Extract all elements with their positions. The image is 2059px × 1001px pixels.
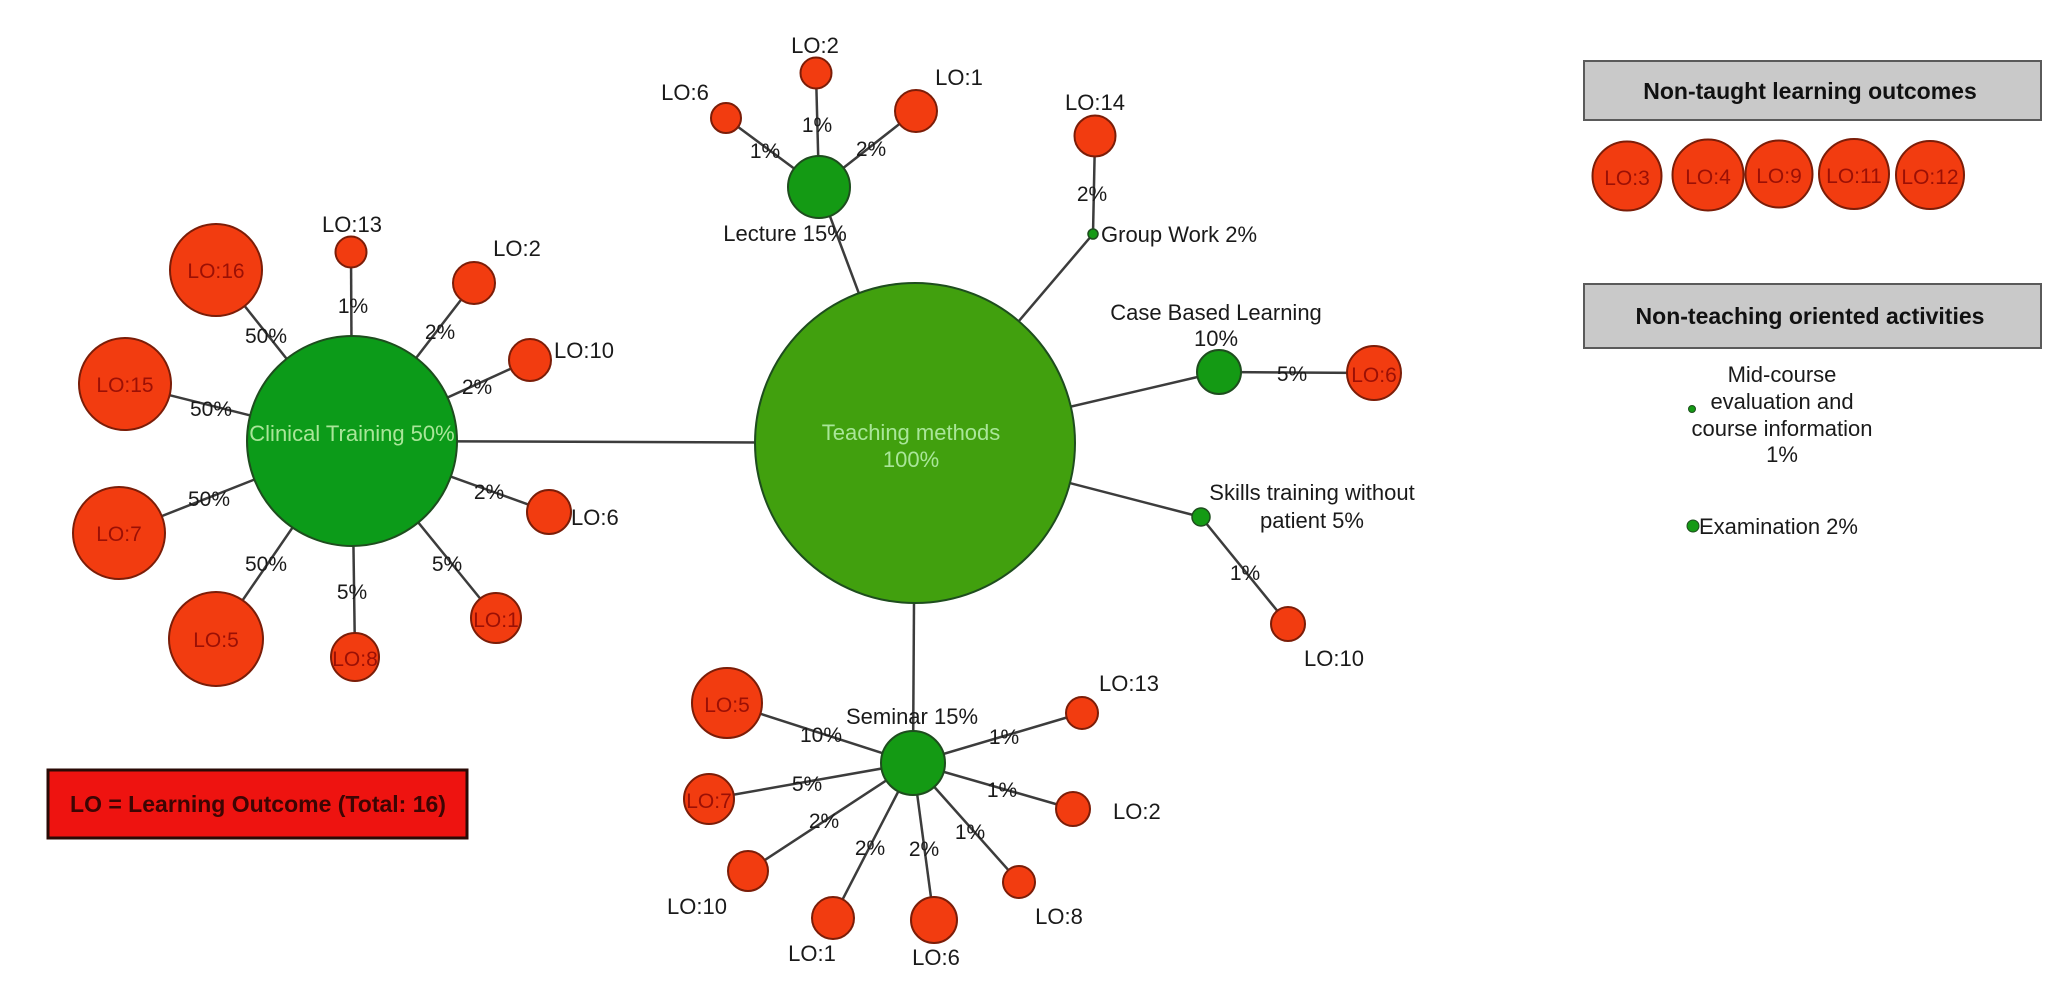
svg-text:50%: 50% [188, 488, 230, 511]
svg-text:1%: 1% [987, 779, 1017, 802]
svg-text:LO:2: LO:2 [1113, 799, 1161, 824]
svg-text:LO:10: LO:10 [554, 338, 614, 363]
svg-text:LO:4: LO:4 [1685, 166, 1731, 189]
svg-text:LO:5: LO:5 [193, 629, 239, 652]
svg-text:evaluation and: evaluation and [1710, 389, 1853, 414]
svg-text:patient 5%: patient 5% [1260, 508, 1364, 533]
svg-text:LO:9: LO:9 [1756, 165, 1802, 188]
svg-text:LO:1: LO:1 [473, 609, 519, 632]
svg-text:Teaching methods: Teaching methods [822, 420, 1001, 445]
svg-text:LO:3: LO:3 [1604, 167, 1650, 190]
svg-text:LO:5: LO:5 [704, 694, 750, 717]
svg-text:LO:1: LO:1 [788, 941, 836, 966]
svg-text:5%: 5% [1277, 363, 1307, 386]
svg-text:Skills training without: Skills training without [1209, 480, 1414, 505]
svg-text:LO:2: LO:2 [493, 236, 541, 261]
svg-text:Group Work 2%: Group Work 2% [1101, 222, 1257, 247]
svg-text:10%: 10% [1194, 326, 1238, 351]
svg-text:Lecture 15%: Lecture 15% [723, 221, 847, 246]
svg-text:LO:6: LO:6 [912, 945, 960, 970]
svg-text:2%: 2% [425, 321, 455, 344]
svg-text:1%: 1% [955, 821, 985, 844]
svg-text:Case Based Learning: Case Based Learning [1110, 300, 1322, 325]
svg-text:LO:6: LO:6 [661, 80, 709, 105]
svg-text:LO:10: LO:10 [1304, 646, 1364, 671]
svg-text:1%: 1% [802, 114, 832, 137]
svg-text:LO:8: LO:8 [332, 648, 378, 671]
svg-text:2%: 2% [474, 481, 504, 504]
svg-text:50%: 50% [245, 325, 287, 348]
svg-text:Seminar 15%: Seminar 15% [846, 704, 978, 729]
svg-text:Non-taught learning outcomes: Non-taught learning outcomes [1643, 78, 1977, 104]
svg-text:course information: course information [1692, 416, 1873, 441]
svg-text:LO:13: LO:13 [322, 212, 382, 237]
svg-text:5%: 5% [337, 581, 367, 604]
svg-text:1%: 1% [989, 726, 1019, 749]
svg-text:LO:7: LO:7 [686, 790, 732, 813]
svg-text:2%: 2% [855, 837, 885, 860]
svg-text:LO:16: LO:16 [187, 260, 244, 283]
svg-text:50%: 50% [245, 553, 287, 576]
svg-text:Examination 2%: Examination 2% [1699, 514, 1858, 539]
svg-text:1%: 1% [1230, 562, 1260, 585]
svg-text:LO:12: LO:12 [1901, 166, 1958, 189]
svg-text:2%: 2% [462, 376, 492, 399]
svg-text:LO:7: LO:7 [96, 523, 142, 546]
svg-text:Non-teaching oriented activiti: Non-teaching oriented activities [1636, 303, 1985, 329]
svg-text:2%: 2% [909, 838, 939, 861]
svg-text:LO:15: LO:15 [96, 374, 153, 397]
svg-text:LO:1: LO:1 [935, 65, 983, 90]
svg-text:5%: 5% [432, 553, 462, 576]
svg-text:Clinical Training 50%: Clinical Training 50% [249, 421, 454, 446]
svg-text:LO:6: LO:6 [1351, 364, 1397, 387]
svg-text:1%: 1% [750, 140, 780, 163]
svg-text:LO:14: LO:14 [1065, 90, 1125, 115]
svg-text:10%: 10% [800, 724, 842, 747]
svg-text:5%: 5% [792, 773, 822, 796]
svg-text:LO:11: LO:11 [1826, 165, 1882, 188]
svg-text:100%: 100% [883, 447, 939, 472]
svg-text:2%: 2% [1077, 183, 1107, 206]
svg-text:LO:10: LO:10 [667, 894, 727, 919]
svg-text:Mid-course: Mid-course [1728, 362, 1837, 387]
svg-text:2%: 2% [809, 810, 839, 833]
svg-text:LO:2: LO:2 [791, 33, 839, 58]
svg-text:2%: 2% [856, 138, 886, 161]
svg-text:LO:6: LO:6 [571, 505, 619, 530]
svg-text:1%: 1% [1766, 442, 1798, 467]
svg-text:LO:13: LO:13 [1099, 671, 1159, 696]
svg-text:50%: 50% [190, 398, 232, 421]
svg-text:LO = Learning Outcome (Total:: LO = Learning Outcome (Total: 16) [70, 791, 446, 817]
svg-text:1%: 1% [338, 295, 368, 318]
svg-text:LO:8: LO:8 [1035, 904, 1083, 929]
